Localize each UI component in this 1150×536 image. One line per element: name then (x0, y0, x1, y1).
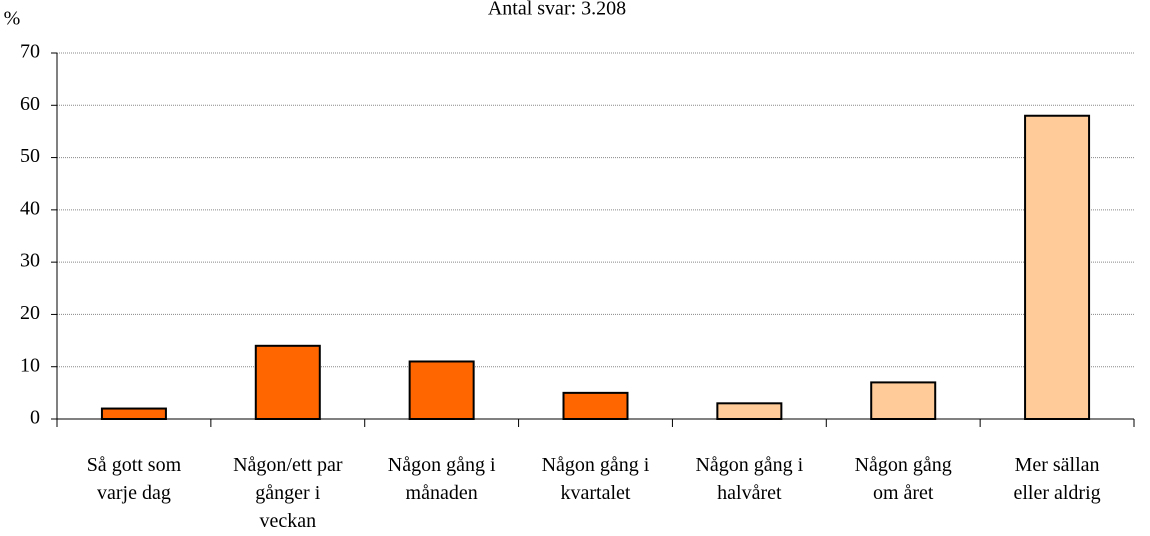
x-tick-label: Mer sällan eller aldrig (1013, 454, 1101, 504)
bar (562, 391, 629, 421)
y-tick-label: 60 (20, 93, 40, 115)
x-tick-label: Någon gång i kvartalet (541, 454, 650, 504)
x-tick-label: Någon gång i månaden (387, 454, 496, 504)
y-axis-label: % (4, 8, 21, 30)
y-tick-label: 0 (30, 407, 40, 429)
bar (254, 344, 321, 420)
x-tick-label: Någon gång i halvåret (695, 454, 804, 504)
bar (716, 402, 783, 421)
x-tick-label: Någon/ett par gånger i veckan (233, 454, 343, 532)
y-tick-label: 40 (20, 197, 40, 219)
y-tick-label: 50 (20, 145, 40, 167)
chart-title: Antal svar: 3.208 (488, 0, 626, 20)
x-tick-label: Så gott som varje dag (86, 454, 182, 504)
bar (1024, 114, 1091, 420)
bar (408, 360, 475, 421)
y-tick-label: 20 (20, 302, 40, 324)
bar (870, 381, 937, 420)
y-tick-label: 30 (20, 250, 40, 272)
y-tick-label: 70 (20, 41, 40, 63)
bar (100, 407, 167, 420)
y-tick-label: 10 (20, 354, 40, 376)
x-tick-label: Någon gång om året (854, 454, 952, 504)
